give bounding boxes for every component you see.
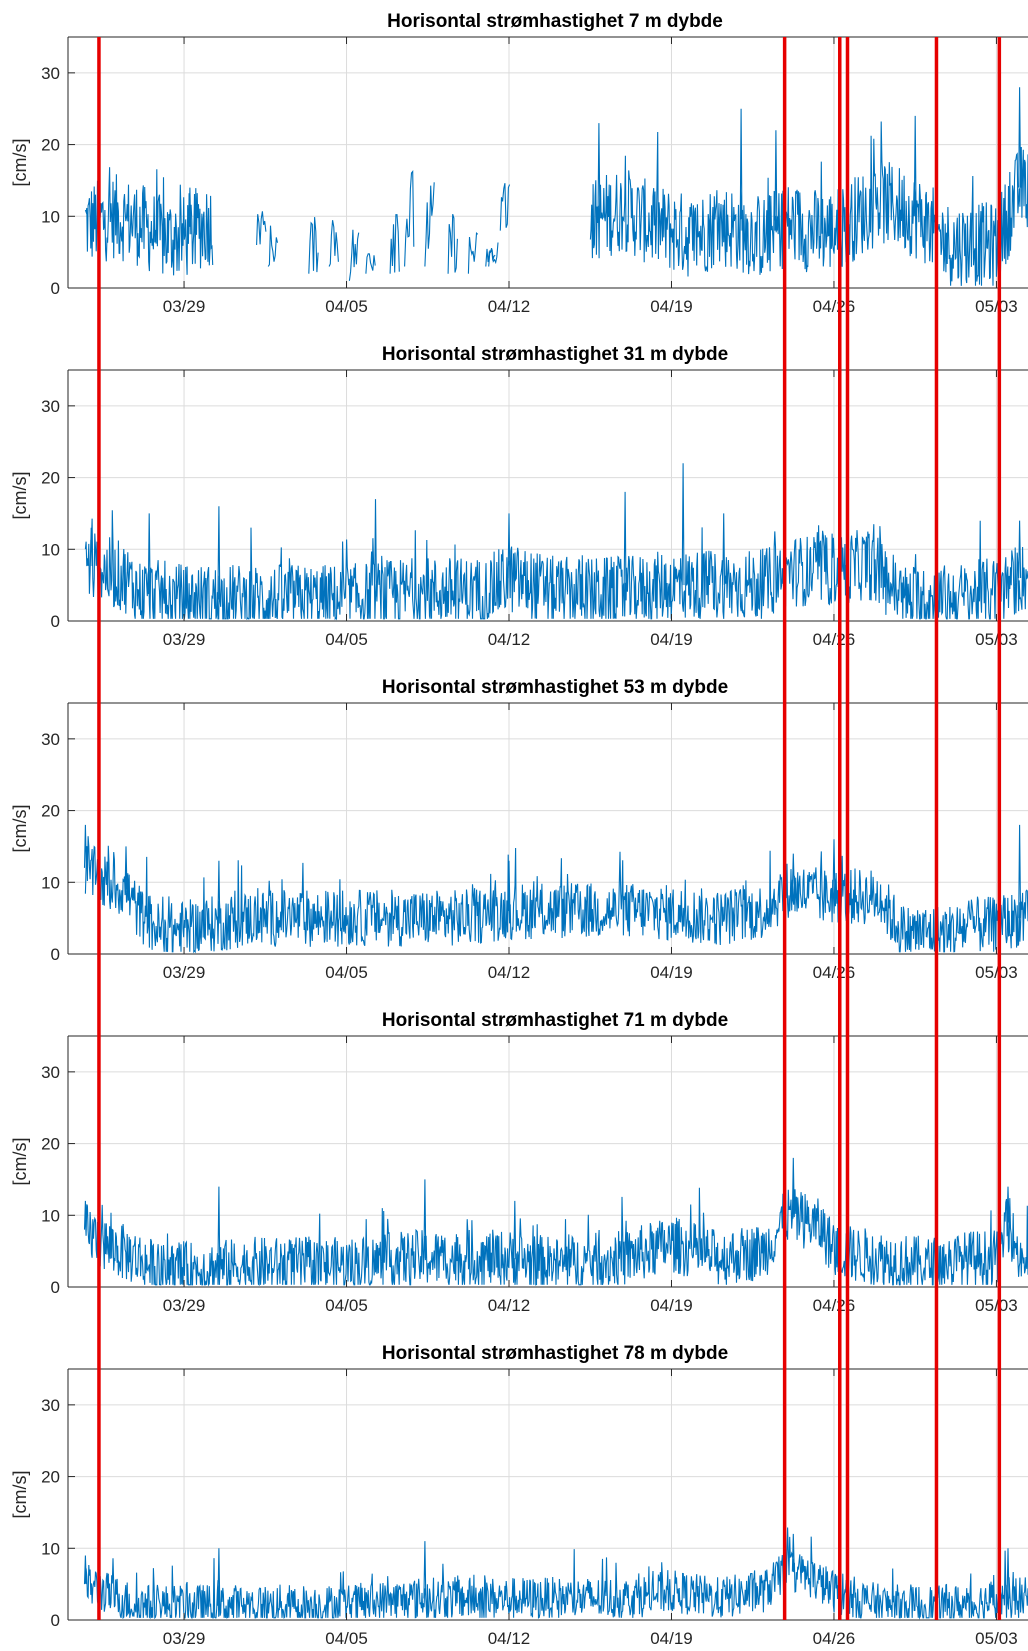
y-tick-label: 20: [41, 802, 60, 821]
x-tick-label: 03/29: [163, 1629, 206, 1648]
y-axis-label: [cm/s]: [10, 139, 30, 187]
panel-5: 03/29 04/05 04/12 04/19 04/26 05/03 0 10 20 30 [cm…: [10, 1343, 1028, 1648]
y-tick-label: 0: [51, 1611, 60, 1630]
y-tick-label: 0: [51, 945, 60, 964]
y-tick-label: 0: [51, 1278, 60, 1297]
data-series-line: [83, 1527, 1028, 1620]
x-tick-label: 04/19: [650, 1629, 693, 1648]
x-tick-label: 05/03: [975, 963, 1018, 982]
panel-title: Horisontal strømhastighet 53 m dybde: [382, 677, 728, 698]
panel-3: 03/29 04/05 04/12 04/19 04/26 05/03 0 10 20 30 [cm…: [10, 677, 1028, 982]
y-axis-label: [cm/s]: [10, 1138, 30, 1186]
data-series-line: [83, 824, 1028, 954]
x-tick-label: 03/29: [163, 297, 206, 316]
x-tick-label: 04/26: [813, 630, 856, 649]
x-tick-label: 03/29: [163, 630, 206, 649]
y-tick-label: 20: [41, 1135, 60, 1154]
x-tick-label: 03/29: [163, 963, 206, 982]
x-tick-label: 04/05: [325, 963, 368, 982]
y-tick-label: 10: [41, 873, 60, 892]
y-tick-label: 30: [41, 1063, 60, 1082]
x-tick-label: 04/26: [813, 1629, 856, 1648]
x-tick-label: 04/19: [650, 630, 693, 649]
x-tick-label: 04/26: [813, 1296, 856, 1315]
y-tick-label: 20: [41, 469, 60, 488]
x-tick-label: 04/05: [325, 1296, 368, 1315]
y-tick-label: 30: [41, 730, 60, 749]
y-tick-label: 30: [41, 397, 60, 416]
x-tick-label: 03/29: [163, 1296, 206, 1315]
panel-title: Horisontal strømhastighet 78 m dybde: [382, 1343, 728, 1364]
x-tick-label: 04/26: [813, 963, 856, 982]
y-tick-label: 10: [41, 540, 60, 559]
x-tick-label: 04/12: [488, 963, 531, 982]
y-tick-label: 0: [51, 612, 60, 631]
y-tick-label: 0: [51, 279, 60, 298]
x-tick-label: 05/03: [975, 630, 1018, 649]
x-tick-label: 04/12: [488, 1629, 531, 1648]
x-tick-label: 05/03: [975, 297, 1018, 316]
plot-area: [68, 1369, 1028, 1620]
y-tick-label: 30: [41, 64, 60, 83]
y-tick-label: 10: [41, 207, 60, 226]
panel-title: Horisontal strømhastighet 71 m dybde: [382, 1010, 728, 1031]
x-tick-label: 04/12: [488, 630, 531, 649]
x-tick-label: 04/12: [488, 1296, 531, 1315]
y-tick-label: 30: [41, 1396, 60, 1415]
x-tick-label: 04/19: [650, 963, 693, 982]
panel-1: 03/29 04/05 04/12 04/19 04/26 05/03 0 10 20 30 [cm…: [10, 11, 1028, 316]
y-tick-label: 20: [41, 136, 60, 155]
x-tick-label: 04/19: [650, 1296, 693, 1315]
y-axis-label: [cm/s]: [10, 1471, 30, 1519]
panel-2: 03/29 04/05 04/12 04/19 04/26 05/03 0 10 20 30 [cm…: [10, 344, 1028, 649]
x-tick-label: 04/05: [325, 1629, 368, 1648]
data-series-line: [83, 1157, 1028, 1287]
y-tick-label: 20: [41, 1468, 60, 1487]
x-tick-label: 04/12: [488, 297, 531, 316]
panel-4: 03/29 04/05 04/12 04/19 04/26 05/03 0 10 20 30 [cm…: [10, 1010, 1028, 1315]
x-tick-label: 04/26: [813, 297, 856, 316]
y-tick-label: 10: [41, 1206, 60, 1225]
panel-title: Horisontal strømhastighet 7 m dybde: [387, 11, 723, 32]
x-tick-label: 04/05: [325, 297, 368, 316]
y-axis-label: [cm/s]: [10, 472, 30, 520]
y-axis-label: [cm/s]: [10, 805, 30, 853]
x-tick-label: 04/05: [325, 630, 368, 649]
data-series-line: [84, 87, 1028, 286]
x-tick-label: 05/03: [975, 1296, 1018, 1315]
panel-title: Horisontal strømhastighet 31 m dybde: [382, 344, 728, 365]
y-tick-label: 10: [41, 1539, 60, 1558]
x-tick-label: 05/03: [975, 1629, 1018, 1648]
x-tick-label: 04/19: [650, 297, 693, 316]
